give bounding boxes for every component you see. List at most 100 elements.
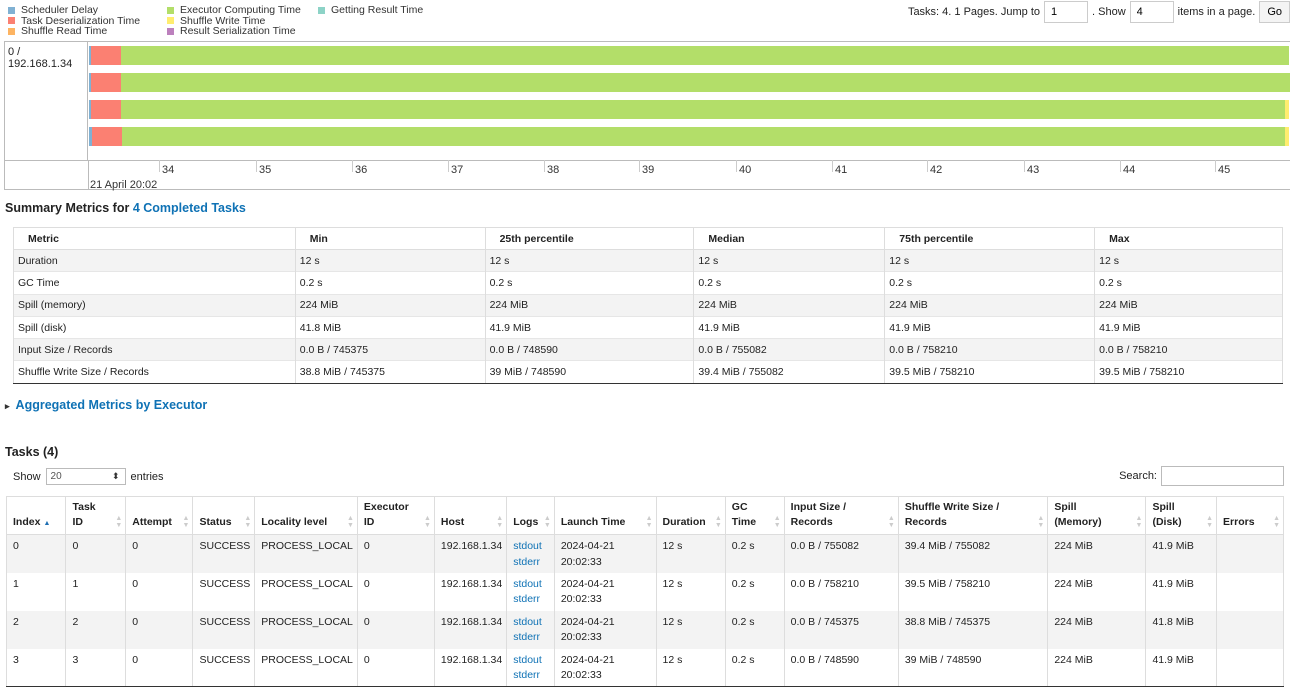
launch-date: 2024-04-21	[560, 540, 615, 553]
table-cell: 41.8 MiB	[294, 315, 486, 339]
table-row: 3 3 0 SUCCESS PROCESS_LOCAL 0 192.168.1.…	[5, 648, 1284, 688]
table-cell: 0.2 s	[724, 610, 785, 649]
table-cell: 41.9 MiB	[1145, 648, 1217, 688]
column-header-errors[interactable]: Errors ▲ ▼	[1216, 495, 1284, 536]
table-cell: PROCESS_LOCAL	[254, 534, 358, 573]
page-size-input[interactable]	[1129, 1, 1174, 23]
table-cell	[1216, 648, 1284, 688]
table-cell: 39.5 MiB / 758210	[897, 572, 1048, 611]
table-cell: 39 MiB / 748590	[897, 648, 1048, 688]
column-header-locality[interactable]: Locality level ▲ ▼	[254, 495, 358, 536]
column-header-duration[interactable]: Duration ▲ ▼	[655, 495, 726, 536]
header-label: Status	[199, 515, 232, 528]
stderr-link[interactable]: stderr	[513, 631, 541, 644]
column-header-logs[interactable]: Logs ▲ ▼	[506, 495, 555, 536]
pager-prefix: Tasks: 4. 1 Pages. Jump to	[907, 6, 1041, 18]
table-cell: 12 s	[655, 648, 726, 688]
entries-select[interactable]: 20 ⬍	[45, 468, 126, 485]
search-input[interactable]	[1161, 466, 1284, 486]
axis-tick-label: 42	[930, 164, 943, 176]
column-header-launch-time[interactable]: Launch Time ▲ ▼	[553, 495, 656, 536]
table-cell: 12 s	[693, 248, 885, 272]
axis-tick-label: 45	[1218, 164, 1231, 176]
stderr-link[interactable]: stderr	[513, 669, 541, 682]
column-header-task-id[interactable]: Task ID ▲ ▼	[65, 495, 126, 536]
timeline-axis	[5, 160, 1290, 161]
column-header-spill-memory[interactable]: Spill (Memory) ▲ ▼	[1047, 495, 1146, 536]
task-bar[interactable]	[89, 127, 1290, 146]
stdout-link[interactable]: stdout	[513, 540, 542, 553]
table-cell: 1	[5, 572, 66, 611]
header-label: Spill	[1152, 501, 1175, 513]
header-label: Index	[13, 515, 41, 528]
table-row: Duration 12 s 12 s 12 s 12 s 12 s	[13, 248, 1283, 272]
aggregated-metrics-toggle[interactable]: ▸ Aggregated Metrics by Executor	[5, 398, 207, 412]
tasks-table: Index ▲ Task ID ▲ ▼ Attempt ▲ ▼ Status ▲ ▼ Local…	[5, 495, 1284, 688]
timeline-executor-column: 0 / 192.168.1.34	[5, 42, 88, 160]
stdout-link[interactable]: stdout	[513, 577, 542, 590]
column-header-attempt[interactable]: Attempt ▲ ▼	[125, 495, 193, 536]
table-cell: 41.9 MiB	[1145, 572, 1217, 611]
stderr-link[interactable]: stderr	[513, 555, 541, 568]
header-label: ID	[72, 515, 83, 528]
header-label: Duration	[662, 515, 706, 528]
legend-swatch	[167, 27, 174, 35]
scheduler-delay-segment	[89, 73, 91, 92]
stdout-link[interactable]: stdout	[513, 615, 542, 628]
column-header-input-size[interactable]: Input Size / Records ▲ ▼	[783, 495, 899, 536]
table-cell: 12 s	[655, 572, 726, 611]
table-row: GC Time 0.2 s 0.2 s 0.2 s 0.2 s 0.2 s	[13, 271, 1283, 295]
column-header: Min	[294, 227, 486, 250]
column-header-shuffle-write[interactable]: Shuffle Write Size / Records ▲ ▼	[897, 495, 1048, 536]
task-bar[interactable]	[89, 100, 1290, 119]
column-header-executor-id[interactable]: Executor ID ▲ ▼	[356, 495, 435, 536]
legend-swatch	[318, 6, 325, 14]
column-header-index[interactable]: Index ▲	[5, 495, 66, 536]
header-label: ID	[363, 515, 375, 528]
table-cell: 224 MiB	[1094, 293, 1283, 317]
sort-icon: ▲ ▼	[714, 515, 722, 530]
table-cell: 224 MiB	[294, 293, 486, 317]
task-bar[interactable]	[89, 73, 1290, 92]
table-cell: PROCESS_LOCAL	[254, 610, 358, 649]
column-header-status[interactable]: Status ▲ ▼	[192, 495, 255, 536]
scheduler-delay-segment	[89, 100, 91, 119]
table-cell: 41.9 MiB	[484, 315, 694, 339]
table-cell	[1216, 572, 1284, 611]
timeline-pager: Tasks: 4. 1 Pages. Jump to . Show items …	[908, 0, 1290, 24]
pager-suffix: items in a page.	[1177, 6, 1256, 18]
table-cell: 0	[125, 610, 193, 649]
legend-label: Getting Result Time	[331, 4, 424, 16]
header-label: Locality level	[261, 515, 328, 528]
stderr-link[interactable]: stderr	[513, 593, 541, 606]
axis-tick-label: 37	[451, 164, 464, 176]
table-row: Spill (memory) 224 MiB 224 MiB 224 MiB 224 M…	[13, 293, 1283, 317]
legend-item: Shuffle Write Time	[167, 15, 301, 27]
table-row: Input Size / Records 0.0 B / 745375 0.0 B …	[13, 338, 1283, 361]
table-cell: 0.0 B / 745375	[783, 610, 899, 649]
task-bar[interactable]	[89, 46, 1289, 65]
axis-tick	[639, 160, 640, 172]
table-cell: 0	[125, 534, 193, 573]
search-control: Search:	[1119, 466, 1284, 486]
go-button[interactable]: Go	[1259, 1, 1290, 23]
shuffle-write-segment	[1285, 127, 1289, 146]
column-header-gc-time[interactable]: GC Time ▲ ▼	[724, 495, 785, 536]
axis-tick	[1120, 160, 1121, 172]
axis-tick	[1024, 160, 1025, 172]
shuffle-write-segment	[1285, 100, 1289, 119]
column-header-host[interactable]: Host ▲ ▼	[433, 495, 507, 536]
table-cell: PROCESS_LOCAL	[254, 572, 358, 611]
table-cell: 1	[65, 572, 126, 611]
page-jump-input[interactable]	[1044, 1, 1089, 23]
sort-icon: ▲ ▼	[115, 515, 123, 530]
launch-clock: 20:02:33	[560, 555, 602, 568]
column-header-spill-disk[interactable]: Spill (Disk) ▲ ▼	[1145, 495, 1217, 536]
legend-item: Executor Computing Time	[167, 5, 301, 16]
completed-tasks-link[interactable]: 4 Completed Tasks	[132, 201, 246, 215]
column-header: Median	[693, 227, 885, 250]
table-cell: 2	[5, 610, 66, 649]
axis-tick	[159, 160, 160, 172]
table-cell: 39.4 MiB / 755082	[897, 534, 1048, 573]
stdout-link[interactable]: stdout	[513, 653, 542, 666]
